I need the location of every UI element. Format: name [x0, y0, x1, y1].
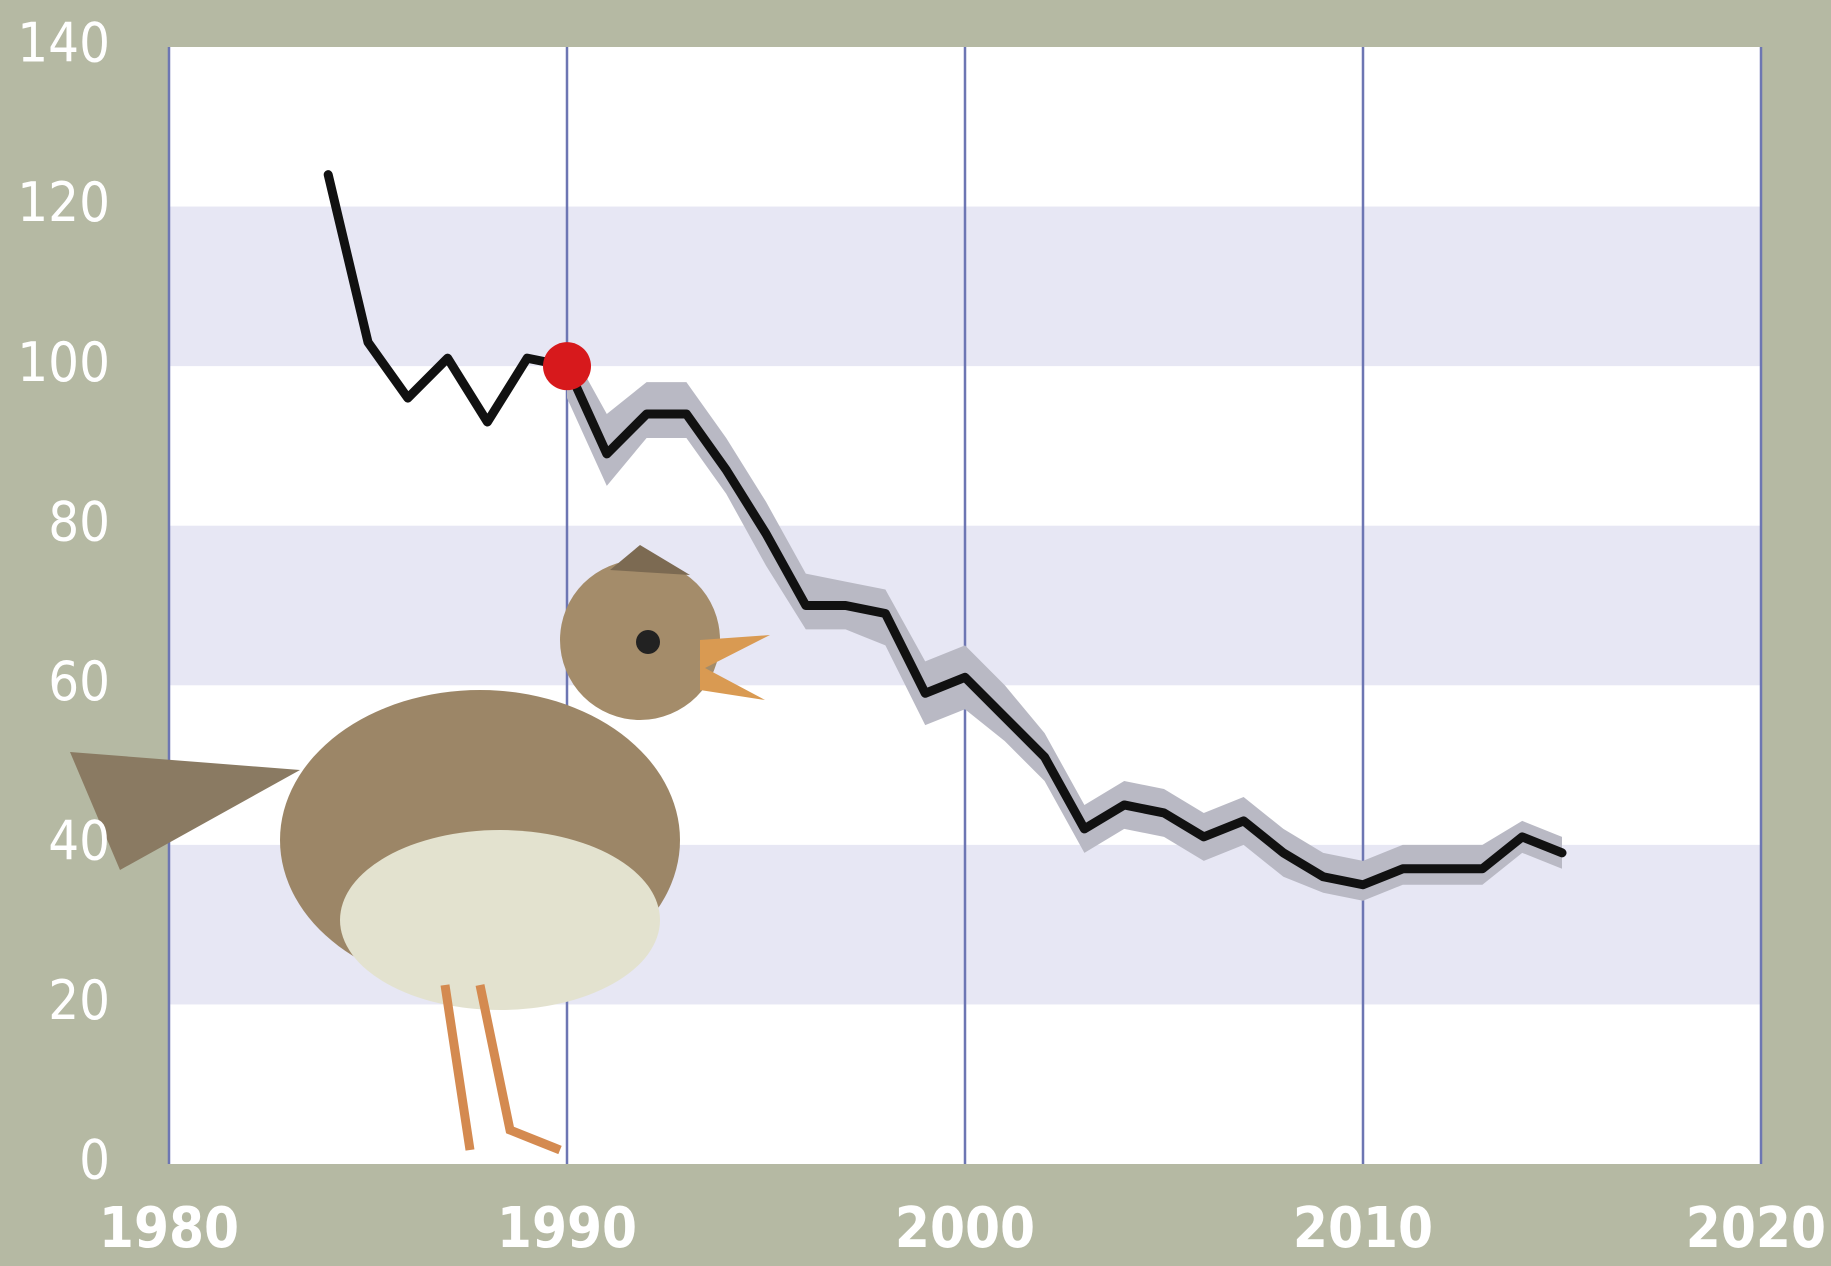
y-tick-label: 40 — [48, 809, 110, 872]
x-tick-label: 1990 — [497, 1196, 637, 1261]
bird-eye — [636, 630, 660, 654]
labels: 0 20 40 60 80 100 120 140 1980 1990 2000 2010 2020 — [17, 12, 1826, 1262]
y-tick-label: 140 — [17, 12, 110, 75]
bird-tail — [70, 752, 300, 870]
highlight-point — [543, 342, 591, 391]
y-tick-label: 120 — [17, 171, 110, 234]
y-tick-label: 60 — [48, 650, 110, 713]
y-tick-label: 100 — [17, 331, 110, 394]
line-layer — [323, 170, 1567, 890]
bird-illustration — [70, 545, 770, 1155]
y-tick-label: 0 — [79, 1129, 110, 1192]
x-tick-label: 2020 — [1686, 1196, 1826, 1261]
y-tick-label: 80 — [48, 490, 110, 553]
line — [323, 170, 1567, 890]
bird-belly — [340, 830, 660, 1010]
x-tick-label: 2000 — [895, 1196, 1035, 1261]
x-tick-label: 1980 — [99, 1196, 239, 1261]
y-tick-label: 20 — [48, 969, 110, 1032]
bird-beak — [700, 635, 770, 700]
bird-crest — [610, 545, 690, 575]
x-tick-label: 2010 — [1293, 1196, 1433, 1261]
bird-legs — [440, 984, 562, 1155]
